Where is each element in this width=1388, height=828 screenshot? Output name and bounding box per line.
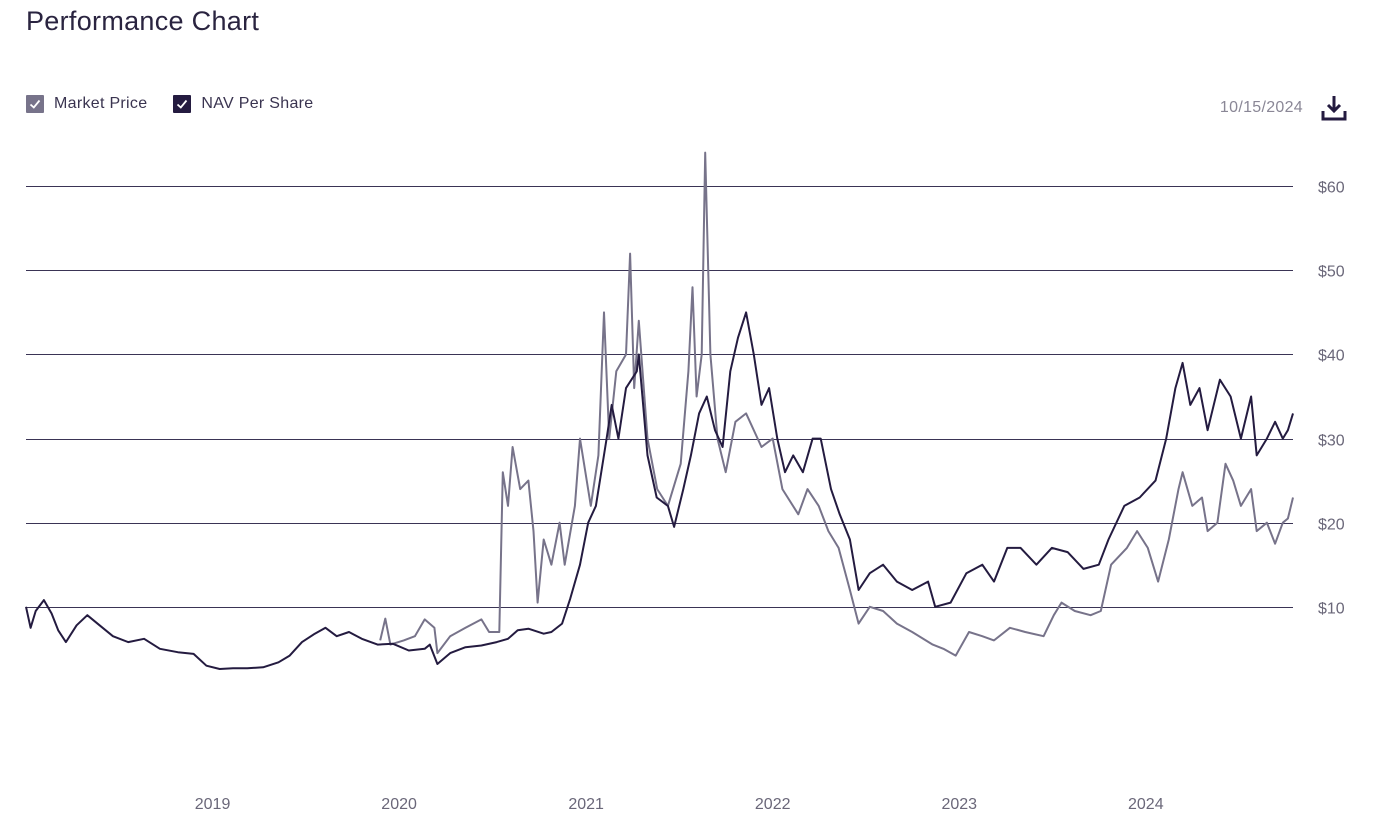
nav-per-share-checkbox[interactable] bbox=[173, 95, 192, 113]
y-tick-label: $60 bbox=[1318, 180, 1345, 197]
y-tick-label: $30 bbox=[1318, 433, 1345, 450]
checkmark-icon bbox=[29, 99, 41, 109]
x-tick-label: 2019 bbox=[195, 796, 231, 813]
as-of-date: 10/15/2024 bbox=[1219, 99, 1303, 116]
legend-item-market-price[interactable]: Market Price bbox=[26, 95, 147, 113]
market-price-checkbox[interactable] bbox=[26, 95, 44, 113]
x-tick-label: 2023 bbox=[941, 796, 977, 813]
legend-label-nav-per-share: NAV Per Share bbox=[201, 95, 314, 112]
legend-label-market-price: Market Price bbox=[54, 95, 148, 112]
x-tick-label: 2024 bbox=[1128, 796, 1164, 813]
y-tick-label: $20 bbox=[1318, 517, 1345, 534]
x-tick-label: 2020 bbox=[381, 796, 417, 813]
y-tick-label: $50 bbox=[1318, 264, 1345, 281]
x-tick-label: 2021 bbox=[568, 796, 604, 813]
legend-item-nav-per-share[interactable]: NAV Per Share bbox=[173, 95, 313, 113]
x-tick-label: 2022 bbox=[755, 796, 791, 813]
download-button[interactable] bbox=[1320, 93, 1348, 123]
series-line-nav-per-share bbox=[25, 311, 1294, 670]
checkmark-icon bbox=[177, 99, 188, 109]
y-tick-label: $10 bbox=[1318, 601, 1345, 618]
page-title: Performance Chart bbox=[26, 6, 260, 36]
y-tick-label: $40 bbox=[1318, 348, 1345, 365]
series-line-market-price bbox=[379, 151, 1294, 657]
download-icon bbox=[1321, 96, 1347, 121]
chart-legend: Market Price NAV Per Share bbox=[26, 95, 314, 113]
